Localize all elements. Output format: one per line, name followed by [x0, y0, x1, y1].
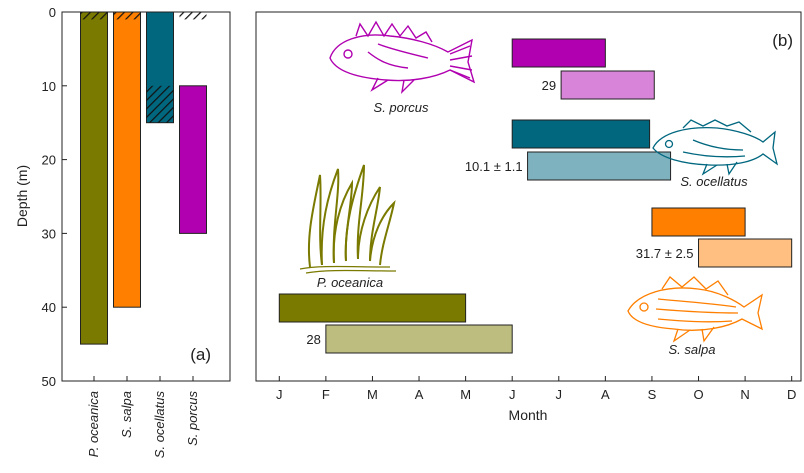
depth-bar-s-salpa — [113, 11, 141, 308]
timing-bar-s-salpa-dark — [651, 207, 746, 237]
depth-tick-label: 50 — [42, 374, 56, 389]
month-tick-label: A — [415, 387, 424, 402]
species-label-s-salpa: S. salpa — [669, 342, 716, 357]
timing-label-s-porcus: 29 — [542, 78, 556, 93]
species-label-s-porcus: S. porcus — [374, 100, 429, 115]
depth-tick-label: 30 — [42, 226, 56, 241]
species-tick-label-s-salpa: S. salpa — [119, 391, 134, 438]
month-tick-label: A — [601, 387, 610, 402]
timing-bar-s-porcus-dark — [511, 38, 606, 68]
depth-bar-s-porcus — [179, 85, 207, 234]
timing-label-s-ocellatus: 10.1 ± 1.1 — [465, 159, 523, 174]
depth-tick-label: 10 — [42, 79, 56, 94]
depth-tick-label: 20 — [42, 153, 56, 168]
month-tick-label: J — [509, 387, 516, 402]
wrasse-fish-icon — [652, 119, 779, 176]
month-axis-label: Month — [509, 407, 548, 423]
month-tick-label: M — [460, 387, 471, 402]
salema-fish-icon — [627, 276, 763, 343]
month-tick-label: F — [322, 387, 330, 402]
month-tick-label: J — [276, 387, 283, 402]
timing-bar-s-ocellatus-light — [527, 151, 672, 181]
panel-b-timing-chart: 29 10.1 ± 1.1 31.7 ± 2.5 28 J F M A M J J A S O N D Mo… — [255, 11, 802, 423]
timing-bar-p-oceanica-dark — [278, 293, 467, 323]
species-label-s-ocellatus: S. ocellatus — [680, 174, 748, 189]
depth-bars — [80, 11, 207, 345]
panel-a-depth-chart: 0 10 20 30 40 50 P. oceanica S. salpa S. ocella… — [14, 5, 231, 458]
species-tick-label-s-porcus: S. porcus — [185, 391, 200, 446]
panel-a-frame — [61, 11, 231, 382]
depth-axis-ticks: 0 10 20 30 40 50 — [42, 5, 67, 389]
month-tick-label: J — [556, 387, 563, 402]
month-tick-label: N — [740, 387, 749, 402]
depth-axis-label: Depth (m) — [14, 165, 30, 227]
depth-hatches — [80, 12, 207, 123]
depth-tick-label: 40 — [42, 300, 56, 315]
hatch-p-oceanica — [80, 12, 108, 20]
timing-bar-s-ocellatus-dark — [511, 119, 651, 149]
month-tick-label: O — [693, 387, 703, 402]
month-tick-label: D — [787, 387, 796, 402]
panel-a-label: (a) — [190, 345, 211, 364]
timing-label-p-oceanica: 28 — [306, 332, 320, 347]
panel-b-label: (b) — [772, 31, 793, 50]
panel-b-frame — [255, 11, 802, 382]
species-tick-label-s-ocellatus: S. ocellatus — [152, 391, 167, 459]
timing-bar-s-salpa-light — [698, 238, 793, 268]
depth-tick-label: 0 — [49, 5, 56, 20]
timing-bar-s-porcus-light — [560, 70, 655, 100]
scorpionfish-icon — [329, 20, 476, 95]
seagrass-icon — [299, 164, 397, 274]
month-tick-label: S — [648, 387, 657, 402]
species-label-p-oceanica: P. oceanica — [317, 275, 383, 290]
hatch-s-porcus — [179, 12, 207, 20]
depth-bar-p-oceanica — [80, 11, 108, 345]
species-axis-labels: P. oceanica S. salpa S. ocellatus S. porcus — [86, 376, 200, 458]
hatch-s-ocellatus — [146, 85, 174, 123]
species-tick-label-p-oceanica: P. oceanica — [86, 391, 101, 457]
timing-bar-p-oceanica-light — [325, 324, 513, 354]
timing-bars — [278, 38, 793, 354]
timing-bar-labels: 29 10.1 ± 1.1 31.7 ± 2.5 28 — [306, 78, 693, 347]
month-tick-label: M — [367, 387, 378, 402]
hatch-s-salpa — [113, 12, 141, 20]
timing-label-s-salpa: 31.7 ± 2.5 — [636, 246, 694, 261]
